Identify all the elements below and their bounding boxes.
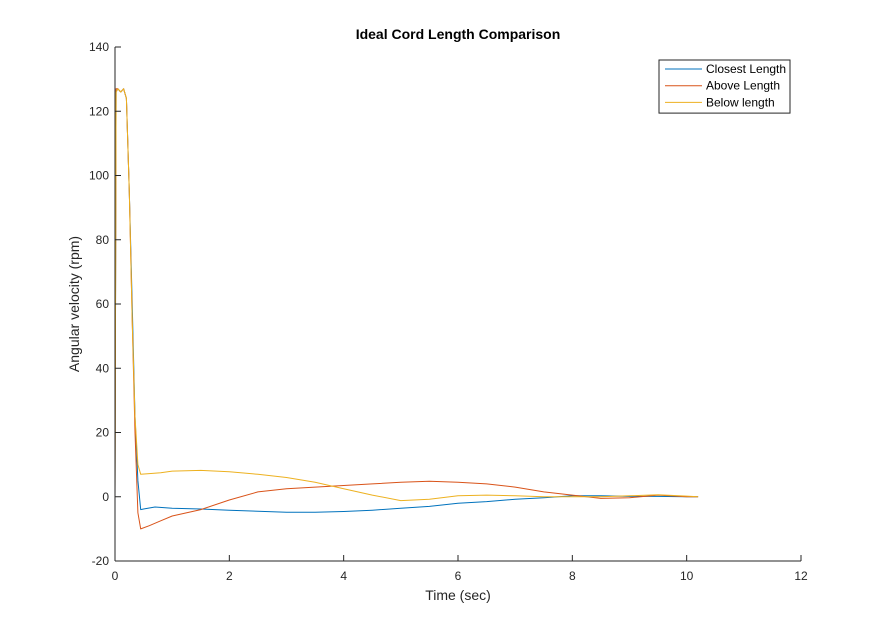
y-tick-label: 120 [89, 104, 109, 118]
legend-label-1: Closest Length [706, 62, 786, 76]
y-tick-label: 0 [102, 490, 109, 504]
y-tick-label: 140 [89, 40, 109, 54]
x-axis-label: Time (sec) [425, 587, 491, 603]
legend-label-3: Below length [706, 95, 775, 109]
legend-label-2: Above Length [706, 79, 780, 93]
chart-title: Ideal Cord Length Comparison [356, 26, 561, 42]
y-tick-label: 40 [96, 361, 110, 375]
y-tick-label: 20 [96, 426, 110, 440]
x-tick-label: 0 [112, 569, 119, 583]
x-tick-label: 4 [340, 569, 347, 583]
x-tick-label: 2 [226, 569, 233, 583]
legend: Closest Length Above Length Below length [658, 59, 791, 114]
series-line-3 [114, 88, 699, 502]
x-tick-label: 10 [680, 569, 694, 583]
y-axis-label: Angular velocity (rpm) [66, 236, 82, 372]
x-tick-label: 8 [569, 569, 576, 583]
x-tick-label: 6 [455, 569, 462, 583]
x-tick-label: 12 [794, 569, 808, 583]
y-tick-label: 80 [96, 233, 110, 247]
y-tick-label: 100 [89, 169, 109, 183]
y-tick-label: 60 [96, 297, 110, 311]
plot-area [115, 47, 801, 561]
y-tick-label: -20 [92, 554, 110, 568]
